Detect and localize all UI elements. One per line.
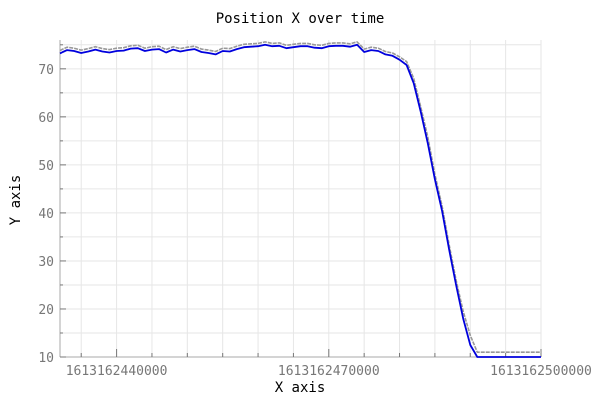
series-line-1: [59, 41, 541, 354]
x-tick-label: 1613162470000: [278, 364, 380, 379]
chart-title: Position X over time: [216, 11, 385, 27]
y-tick-label: 60: [38, 111, 54, 126]
y-tick-label: 50: [38, 159, 54, 174]
ticks: 1613162440000 1613162470000 1613162500000 1…: [38, 44, 592, 379]
x-axis-title: X axis: [275, 380, 326, 396]
series-line-2: [59, 43, 541, 358]
y-tick-label: 40: [38, 207, 54, 222]
y-tick-label: 30: [38, 255, 54, 270]
grid: [60, 40, 542, 358]
x-tick-label: 1613162440000: [66, 364, 168, 379]
y-tick-label: 10: [38, 351, 54, 366]
y-tick-label: 20: [38, 303, 54, 318]
y-axis-title: Y axis: [8, 175, 24, 226]
x-tick-label: 1613162500000: [490, 364, 592, 379]
y-tick-label: 70: [38, 63, 54, 78]
series-group: [59, 41, 541, 358]
